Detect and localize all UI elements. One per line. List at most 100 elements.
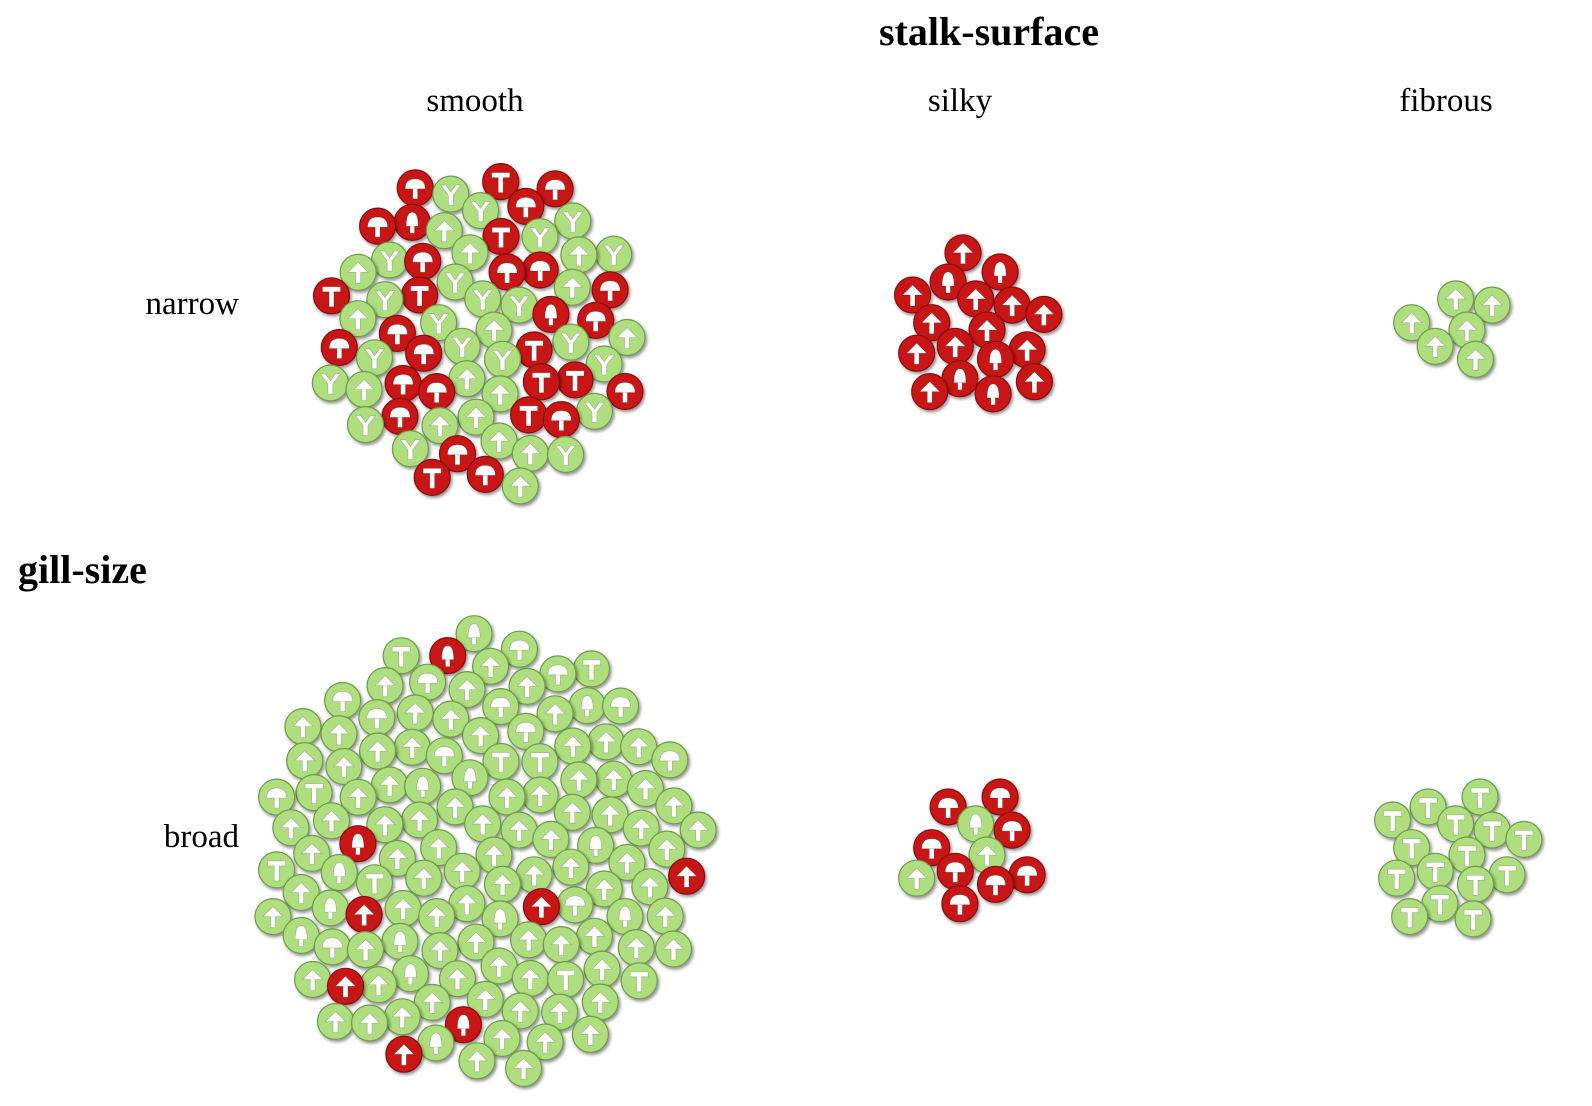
poisonous-mushroom-icon <box>993 811 1031 849</box>
poisonous-mushroom-icon <box>404 242 442 280</box>
bell-cap-icon <box>393 931 407 953</box>
funnel-cap-icon <box>555 445 577 466</box>
funnel-cap-icon <box>603 244 625 266</box>
convex-cap-icon <box>392 374 414 395</box>
edible-mushroom-icon <box>646 897 684 935</box>
edible-mushroom-icon <box>572 650 611 688</box>
convex-cap-icon <box>490 697 512 718</box>
edible-mushroom-icon <box>286 742 324 780</box>
edible-mushroom-icon <box>556 886 594 924</box>
bell-cap-icon <box>580 695 594 718</box>
flat-cap-icon <box>561 801 584 824</box>
flat-t-cap-icon <box>565 370 585 392</box>
edible-mushroom-icon <box>521 776 559 814</box>
edible-mushroom-icon <box>421 407 459 445</box>
edible-mushroom-icon <box>359 966 398 1004</box>
funnel-cap-icon <box>374 290 396 312</box>
flat-cap-icon <box>920 312 943 335</box>
edible-mushroom-icon <box>483 340 522 378</box>
flat-t-cap-icon <box>1463 909 1483 931</box>
edible-mushroom-icon <box>346 406 385 444</box>
edible-mushroom-icon <box>417 1024 455 1062</box>
flat-cap-icon <box>471 813 494 836</box>
convex-cap-icon <box>389 407 411 428</box>
edible-mushroom-icon <box>294 960 332 999</box>
edible-mushroom-icon <box>448 670 486 709</box>
edible-mushroom-icon <box>1409 788 1447 826</box>
flat-cap-icon <box>976 319 998 342</box>
poisonous-mushroom-icon <box>577 301 615 339</box>
edible-mushroom-icon <box>325 747 363 786</box>
flat-cap-icon <box>444 796 466 819</box>
edible-mushroom-icon <box>358 699 396 737</box>
convex-cap-icon <box>367 216 388 238</box>
flat-cap-icon <box>1016 339 1038 362</box>
flat-cap-icon <box>593 878 615 901</box>
flat-cap-icon <box>374 675 396 697</box>
convex-cap-icon <box>332 691 353 712</box>
poisonous-mushroom-icon <box>981 253 1019 291</box>
convex-cap-icon <box>474 465 496 486</box>
poisonous-mushroom-icon <box>384 364 422 403</box>
edible-mushroom-icon <box>413 983 451 1022</box>
convex-cap-icon <box>404 178 426 200</box>
convex-cap-icon <box>659 750 681 772</box>
flat-cap-icon <box>280 817 302 840</box>
flat-cap-icon <box>529 784 551 807</box>
poisonous-mushroom-icon <box>944 234 982 272</box>
edible-mushroom-icon <box>553 793 591 831</box>
poisonous-mushroom-icon <box>444 1006 482 1044</box>
funnel-cap-icon <box>378 250 401 272</box>
edible-mushroom-icon <box>481 375 519 413</box>
flat-t-cap-icon <box>365 873 384 895</box>
convex-cap-icon <box>921 838 943 860</box>
row-label-broad: broad <box>164 819 240 855</box>
flat-cap-icon <box>1033 303 1055 326</box>
edible-mushroom-icon <box>500 811 538 849</box>
flat-cap-icon <box>483 319 505 342</box>
flat-cap-icon <box>489 383 511 406</box>
edible-mushroom-icon <box>1373 801 1412 839</box>
edible-mushroom-icon <box>480 422 518 460</box>
convex-cap-icon <box>328 338 350 359</box>
edible-mushroom-icon <box>568 687 606 725</box>
flat-cap-icon <box>530 896 553 919</box>
edible-mushroom-icon <box>366 281 404 319</box>
poisonous-mushroom-icon <box>542 401 580 439</box>
flat-cap-icon <box>616 852 638 874</box>
flat-cap-icon <box>918 381 941 403</box>
poisonous-mushroom-icon <box>385 1035 423 1073</box>
flat-cap-icon <box>488 955 510 978</box>
poisonous-mushroom-icon <box>393 203 431 241</box>
bell-cap-icon <box>941 271 955 294</box>
flat-cap-icon <box>374 814 396 837</box>
cluster-narrow-smooth <box>311 163 646 505</box>
edible-mushroom-icon <box>316 1002 355 1041</box>
funnel-cap-icon <box>472 289 494 311</box>
flat-cap-icon <box>568 244 590 267</box>
poisonous-mushroom-icon <box>976 340 1015 378</box>
cluster-narrow-fibrous <box>1393 280 1511 378</box>
edible-mushroom-icon <box>464 280 502 318</box>
flat-cap-icon <box>595 731 617 754</box>
flat-cap-icon <box>324 1011 347 1033</box>
funnel-cap-icon <box>451 336 473 358</box>
poisonous-mushroom-icon <box>929 788 967 826</box>
flat-cap-icon <box>634 778 657 800</box>
edible-mushroom-icon <box>421 931 459 970</box>
convex-cap-icon <box>599 280 621 302</box>
edible-mushroom-icon <box>560 761 598 799</box>
flat-cap-icon <box>425 906 448 928</box>
edible-mushroom-icon <box>1437 280 1475 318</box>
edible-mushroom-icon <box>371 241 409 279</box>
edible-mushroom-icon <box>284 707 322 746</box>
edible-mushroom-icon <box>384 889 422 928</box>
edible-mushroom-icon <box>391 955 429 993</box>
flat-cap-icon <box>579 1023 602 1046</box>
convex-cap-icon <box>515 722 537 743</box>
flat-cap-icon <box>654 905 677 928</box>
flat-cap-icon <box>509 475 532 498</box>
convex-cap-icon <box>989 787 1011 809</box>
flat-t-cap-icon <box>1387 868 1406 890</box>
flat-cap-icon <box>347 261 369 284</box>
